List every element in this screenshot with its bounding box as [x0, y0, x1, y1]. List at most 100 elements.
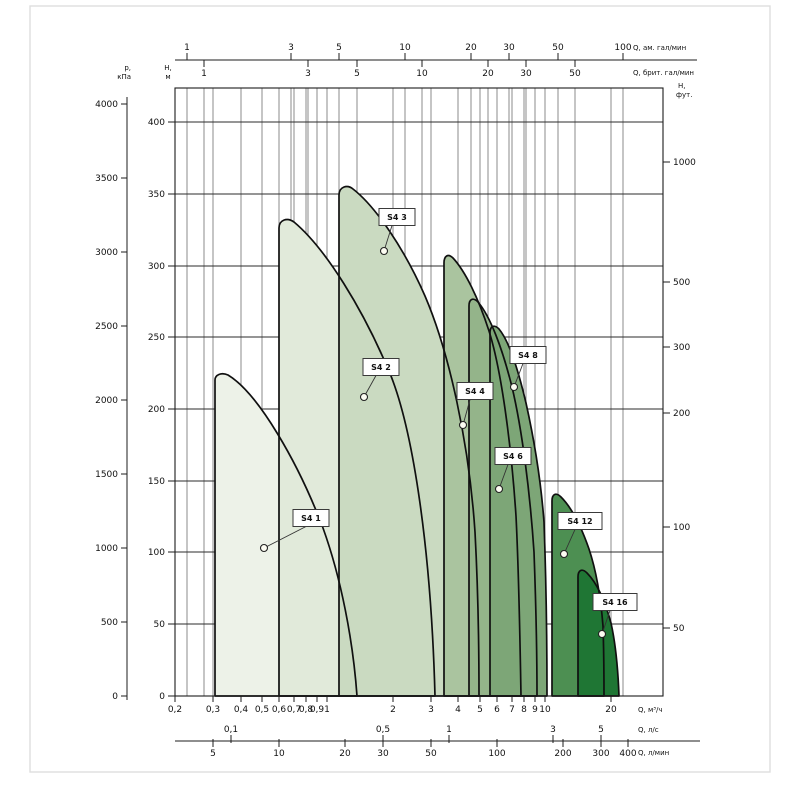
pump-envelopes [215, 186, 619, 697]
usgpm-tick-label: 30 [503, 43, 515, 53]
lmin-tick-label: 30 [377, 749, 389, 759]
pump-envelope-outline-s4-3 [338, 185, 480, 697]
m3h-tick-label: 0,7 [287, 705, 301, 715]
pump-envelope-outline-s4-1 [214, 372, 358, 697]
usgpm-tick-label: 10 [399, 43, 411, 53]
m3h-tick-label: 5 [477, 705, 483, 715]
model-label-text-s4-2: S4 2 [371, 363, 391, 372]
usgpm-tick-label: 100 [614, 43, 631, 53]
callout-line-s4-2 [363, 375, 377, 398]
model-marker-s4-8 [509, 382, 519, 392]
m-tick-label: 350 [148, 190, 165, 200]
m-axis-title: м [165, 73, 170, 81]
impgpm-tick-label: 20 [482, 69, 494, 79]
lmin-tick-label: 400 [619, 749, 636, 759]
m3h-tick-label: 3 [428, 705, 434, 715]
image-frame [29, 5, 771, 773]
ft-tick-label: 1000 [673, 158, 696, 168]
model-marker-s4-6 [494, 484, 504, 494]
kpa-axis-title: p, [124, 64, 131, 72]
model-label-text-s4-12: S4 12 [567, 517, 592, 526]
lmin-tick-label: 50 [425, 749, 437, 759]
ft-tick-label: 500 [673, 278, 690, 288]
callout-line-s4-6 [498, 464, 509, 490]
usgpm-tick-label: 1 [184, 43, 190, 53]
pump-envelope-outline-s4-6 [468, 298, 538, 697]
m-tick-label: 0 [159, 692, 165, 702]
model-marker-s4-4 [458, 420, 468, 430]
m-tick-label: 100 [148, 548, 165, 558]
kpa-axis-title: кПа [117, 73, 131, 81]
axes: 40003500300025002000150010005000p,кПа400… [95, 43, 700, 759]
m3h-tick-label: 0,4 [234, 705, 249, 715]
pump-envelope-outline-s4-12 [551, 493, 605, 697]
lmin-unit-label: Q, л/мин [638, 749, 669, 757]
ls-unit-label: Q, л/с [638, 726, 659, 734]
m3h-tick-label: 2 [390, 705, 396, 715]
callout-line-s4-4 [462, 399, 471, 426]
model-label-text-s4-3: S4 3 [387, 213, 407, 222]
ls-tick-label: 1 [446, 725, 452, 735]
ft-tick-label: 50 [673, 624, 685, 634]
model-label-box-s4-1 [292, 509, 330, 527]
model-label-box-s4-8 [509, 346, 547, 364]
usgpm-tick-label: 5 [336, 43, 342, 53]
model-label-box-s4-16 [592, 593, 638, 611]
kpa-tick-label: 0 [112, 692, 118, 702]
kpa-tick-label: 2500 [95, 322, 118, 332]
impgpm-tick-label: 3 [305, 69, 311, 79]
m3h-tick-label: 7 [509, 705, 515, 715]
kpa-tick-label: 4000 [95, 100, 118, 110]
ls-tick-label: 0,1 [224, 725, 238, 735]
model-marker-s4-2 [359, 392, 369, 402]
impgpm-tick-label: 1 [201, 69, 207, 79]
model-label-box-s4-6 [494, 447, 532, 465]
impgpm-tick-label: 5 [354, 69, 360, 79]
model-label-box-s4-2 [362, 358, 400, 376]
model-marker-s4-12 [559, 549, 569, 559]
kpa-tick-label: 500 [101, 618, 118, 628]
model-label-text-s4-16: S4 16 [602, 598, 628, 607]
pump-envelope-outline-s4-8 [489, 325, 548, 697]
m3h-unit-label: Q, м³/ч [638, 706, 663, 714]
m3h-tick-label: 0,6 [272, 705, 287, 715]
m3h-tick-label: 6 [494, 705, 500, 715]
m-tick-label: 200 [148, 405, 165, 415]
model-label-box-s4-4 [456, 382, 494, 400]
m3h-tick-label: 1 [324, 705, 330, 715]
ls-tick-label: 3 [550, 725, 556, 735]
m3h-tick-label: 10 [539, 705, 551, 715]
usgpm-tick-label: 50 [552, 43, 564, 53]
impgpm-tick-label: 10 [416, 69, 428, 79]
m-tick-label: 400 [148, 118, 165, 128]
pump-envelope-outline-s4-4 [443, 254, 522, 697]
kpa-tick-label: 1500 [95, 470, 118, 480]
m3h-tick-label: 0,5 [255, 705, 269, 715]
impgpm-tick-label: 50 [569, 69, 581, 79]
kpa-tick-label: 3500 [95, 174, 118, 184]
m-tick-label: 50 [154, 620, 166, 630]
m3h-tick-label: 0,8 [299, 705, 314, 715]
model-label-text-s4-4: S4 4 [465, 387, 485, 396]
model-label-box-s4-12 [557, 512, 603, 530]
lmin-tick-label: 200 [554, 749, 571, 759]
m3h-tick-label: 0,3 [206, 705, 220, 715]
impgpm-unit-label: Q, брит. гал/мин [633, 69, 694, 77]
model-labels: S4 1 S4 2 S4 3 S4 4 S4 6 S4 8 S4 12 S4 16 [259, 208, 638, 639]
ft-tick-label: 100 [673, 523, 690, 533]
ft-axis-title: H, [678, 82, 686, 90]
callout-line-s4-8 [513, 363, 524, 388]
m3h-tick-label: 0,9 [310, 705, 325, 715]
lmin-tick-label: 5 [210, 749, 216, 759]
pump-envelope-fill-s4-8 [490, 326, 547, 696]
kpa-tick-label: 3000 [95, 248, 118, 258]
model-label-text-s4-6: S4 6 [503, 452, 523, 461]
impgpm-tick-label: 30 [520, 69, 532, 79]
pump-envelope-outlines [214, 185, 620, 697]
kpa-tick-label: 1000 [95, 544, 118, 554]
lmin-tick-label: 300 [592, 749, 609, 759]
pump-envelope-outline-s4-2 [278, 218, 436, 697]
m3h-tick-label: 8 [521, 705, 527, 715]
